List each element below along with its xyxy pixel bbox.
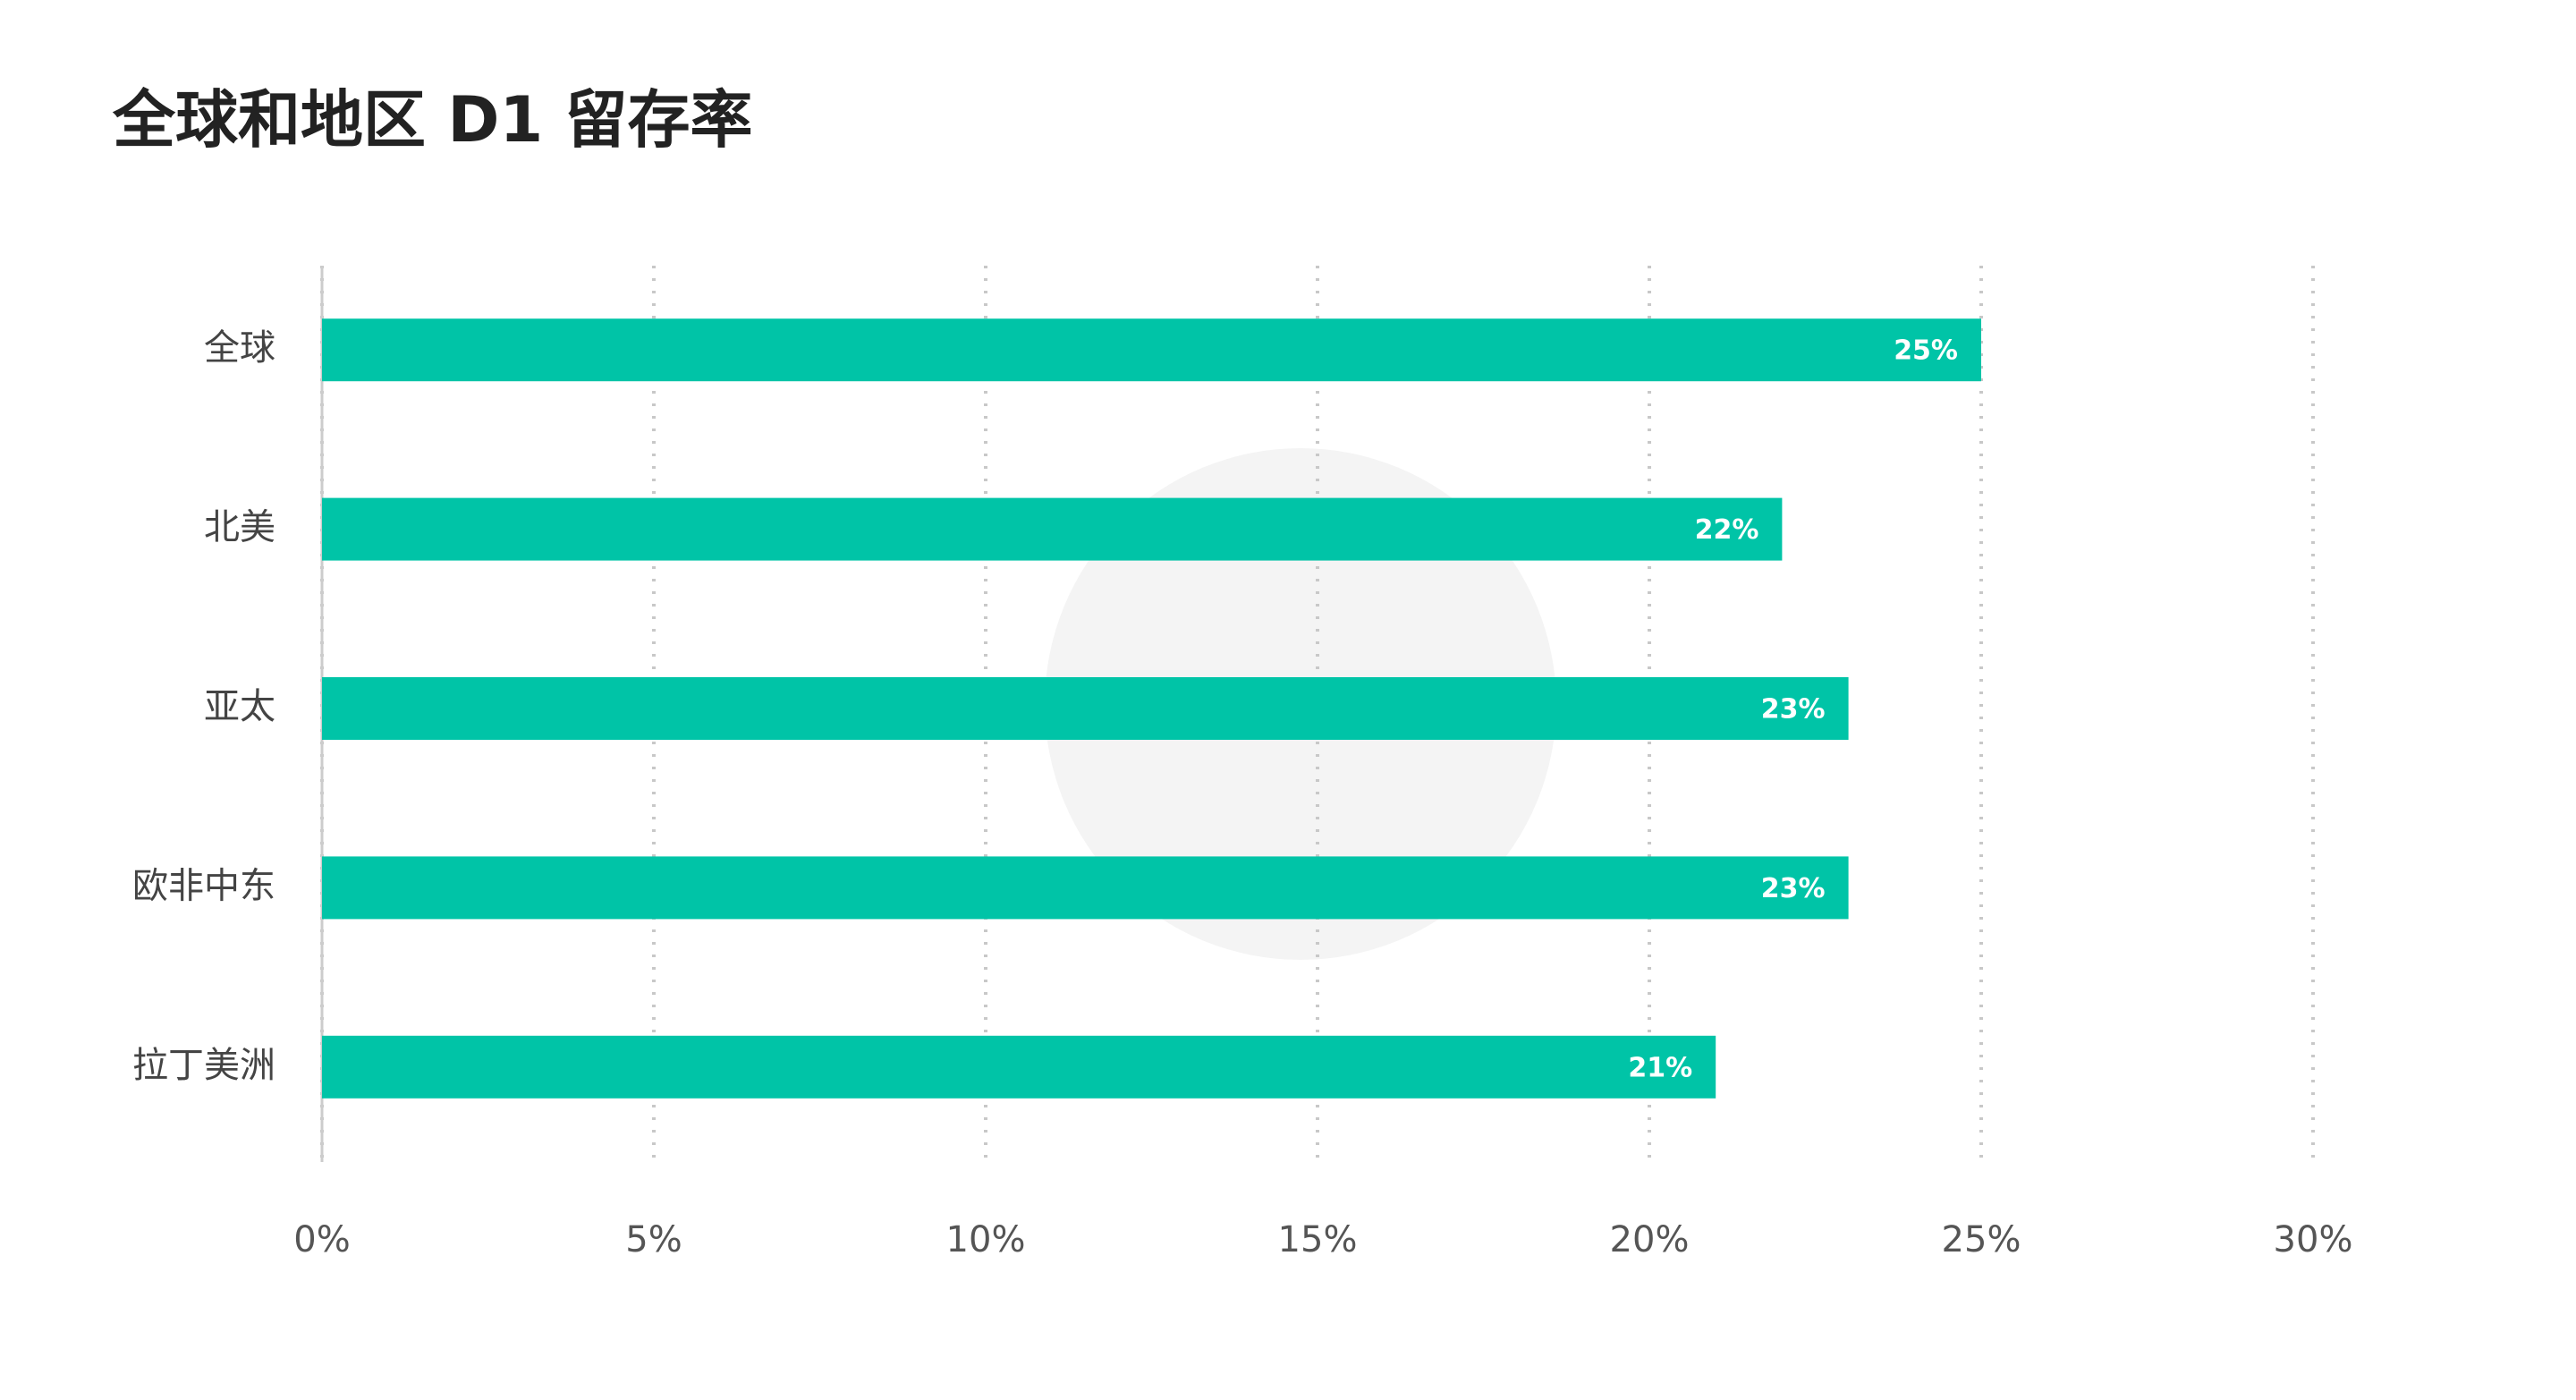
- value-label: 23%: [1761, 694, 1826, 725]
- bar: [322, 856, 1849, 920]
- value-label: 25%: [1894, 335, 1958, 367]
- bar: [322, 497, 1783, 561]
- x-tick-label: 15%: [1278, 1219, 1358, 1260]
- value-label: 21%: [1628, 1052, 1692, 1083]
- x-tick-label: 5%: [625, 1219, 682, 1260]
- x-tick-label: 30%: [2274, 1219, 2353, 1260]
- y-tick-label: 北美: [204, 507, 275, 548]
- y-tick-label: 亚太: [204, 686, 275, 727]
- y-tick-label: 拉丁美洲: [132, 1045, 275, 1086]
- value-label: 22%: [1695, 514, 1759, 546]
- x-tick-label: 25%: [1942, 1219, 2021, 1260]
- x-tick-label: 20%: [1610, 1219, 1690, 1260]
- bar: [322, 1035, 1716, 1099]
- x-tick-label: 0%: [293, 1219, 350, 1260]
- bar: [322, 318, 1981, 382]
- y-tick-label: 欧非中东: [132, 865, 275, 906]
- x-tick-label: 10%: [946, 1219, 1026, 1260]
- value-label: 23%: [1761, 873, 1826, 904]
- y-tick-label: 全球: [204, 327, 275, 369]
- chart-title: 全球和地区 D1 留存率: [112, 83, 753, 157]
- bar: [322, 677, 1849, 740]
